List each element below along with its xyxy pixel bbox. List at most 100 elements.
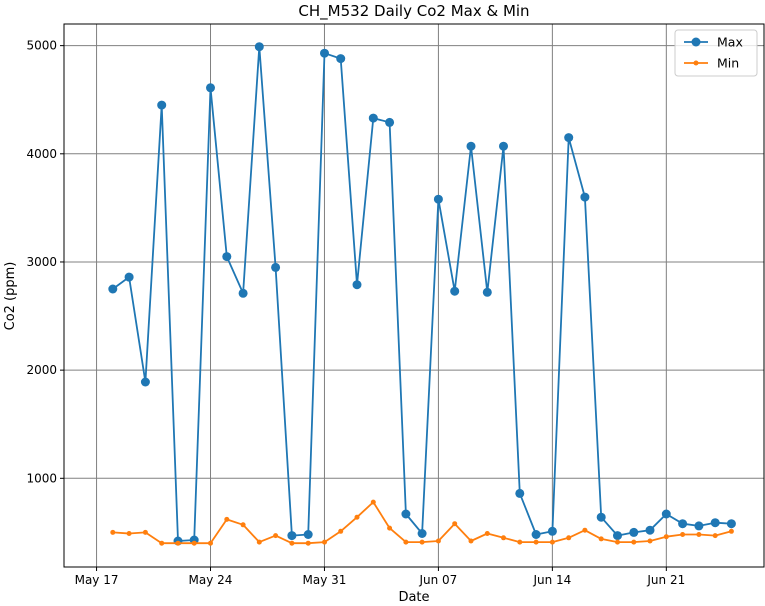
data-point-max: [108, 284, 118, 294]
data-point-min: [159, 540, 165, 546]
data-point-max: [385, 117, 395, 127]
data-point-min: [484, 531, 490, 536]
x-axis-label: Date: [398, 590, 429, 605]
data-point-max: [368, 113, 378, 123]
data-point-max: [303, 530, 313, 539]
data-point-max: [547, 526, 557, 536]
data-point-min: [533, 539, 539, 545]
data-point-max: [336, 54, 346, 64]
data-point-max: [206, 83, 215, 93]
data-point-max: [645, 525, 655, 535]
data-point-max: [515, 488, 525, 498]
data-point-max: [287, 531, 297, 541]
data-point-min: [452, 521, 458, 527]
legend-box: [674, 29, 758, 77]
legend-marker-max: [691, 37, 701, 47]
data-point-max: [726, 519, 736, 529]
grid-lines: [64, 24, 764, 567]
data-point-max: [238, 288, 248, 298]
data-point-min: [240, 522, 246, 528]
data-point-max: [320, 48, 329, 58]
data-point-min: [191, 540, 197, 546]
data-point-min: [615, 539, 620, 545]
x-tick-label: Jun 21: [646, 573, 685, 587]
data-point-min: [598, 536, 604, 542]
data-point-min: [322, 539, 327, 545]
data-point-max: [352, 280, 362, 290]
y-tick-label: 1000: [26, 471, 57, 485]
data-point-min: [647, 538, 653, 544]
data-point-min: [680, 532, 686, 537]
plot-area-frame: [63, 23, 765, 568]
data-point-min: [142, 529, 148, 535]
data-point-max: [450, 286, 460, 296]
data-point-min: [728, 528, 734, 534]
data-point-min: [435, 538, 441, 544]
data-point-min: [501, 535, 506, 541]
data-point-min: [566, 535, 572, 541]
data-point-max: [629, 527, 639, 537]
data-point-max: [222, 252, 232, 262]
data-point-min: [468, 538, 474, 544]
x-tick-label: Jun 14: [532, 573, 571, 587]
data-point-max: [271, 262, 281, 272]
data-point-max: [482, 287, 492, 297]
data-point-max: [596, 512, 606, 522]
data-point-min: [403, 539, 409, 545]
data-point-min: [354, 514, 360, 520]
axis-ticks: May 17 May 24 May 31 Jun 07 Jun 14 Jun 21 1000…: [26, 39, 685, 587]
data-point-max: [694, 521, 704, 531]
x-tick-label: May 31: [303, 573, 347, 587]
legend-label-min: Min: [717, 56, 739, 71]
data-point-max: [531, 530, 541, 539]
data-point-min: [256, 539, 262, 545]
data-point-min: [696, 532, 702, 537]
data-point-min: [338, 528, 344, 534]
data-point-min: [175, 540, 181, 546]
y-tick-label: 5000: [26, 39, 57, 53]
data-point-max: [417, 529, 427, 538]
data-point-min: [110, 529, 116, 535]
x-tick-label: May 24: [189, 573, 233, 587]
data-point-max: [254, 42, 264, 52]
data-point-min: [549, 539, 555, 545]
data-point-max: [499, 141, 508, 151]
data-point-max: [580, 192, 590, 202]
x-tick-label: May 17: [75, 573, 119, 587]
data-point-max: [140, 377, 150, 387]
data-point-min: [387, 525, 393, 531]
chart-title: CH_M532 Daily Co2 Max & Min: [298, 2, 529, 21]
y-axis-label: Co2 (ppm): [3, 262, 18, 331]
data-point-min: [712, 533, 718, 539]
data-point-min: [582, 527, 588, 533]
data-point-max: [401, 509, 411, 519]
data-point-min: [126, 531, 132, 536]
data-point-min: [273, 533, 279, 539]
y-tick-label: 4000: [26, 147, 57, 161]
y-tick-label: 2000: [26, 363, 57, 377]
data-point-max: [613, 531, 622, 541]
data-point-max: [564, 133, 574, 143]
data-point-max: [124, 272, 134, 282]
y-tick-label: 3000: [26, 255, 57, 269]
data-point-max: [157, 100, 167, 110]
data-point-max: [678, 519, 688, 529]
data-point-max: [661, 509, 671, 519]
legend-marker-min: [693, 60, 699, 66]
data-point-max: [433, 194, 443, 204]
data-point-min: [305, 540, 311, 546]
data-point-min: [224, 516, 230, 522]
data-point-min: [631, 539, 637, 545]
data-point-min: [208, 540, 213, 546]
data-point-min: [419, 539, 425, 545]
data-point-max: [710, 518, 720, 528]
data-point-min: [663, 534, 669, 540]
data-point-min: [517, 539, 523, 545]
plot-series: [108, 42, 736, 546]
data-point-max: [466, 141, 476, 151]
data-point-min: [289, 540, 295, 546]
x-tick-label: Jun 07: [418, 573, 457, 587]
legend: Max Min: [674, 29, 758, 77]
data-point-min: [370, 499, 376, 505]
